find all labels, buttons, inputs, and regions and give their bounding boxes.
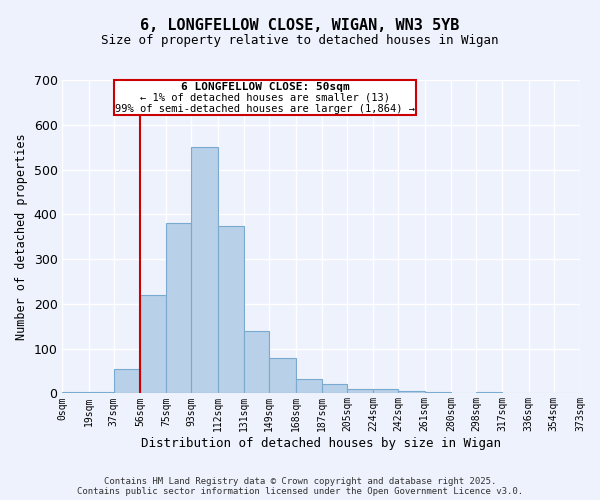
Text: 6 LONGFELLOW CLOSE: 50sqm: 6 LONGFELLOW CLOSE: 50sqm (181, 82, 349, 92)
Text: Size of property relative to detached houses in Wigan: Size of property relative to detached ho… (101, 34, 499, 47)
Bar (296, 379, 322, 394)
Text: ← 1% of detached houses are smaller (13): ← 1% of detached houses are smaller (13) (140, 92, 390, 102)
Bar (244, 330, 269, 394)
Bar (476, 392, 502, 394)
Bar (269, 358, 296, 394)
Bar (373, 389, 398, 394)
Text: 99% of semi-detached houses are larger (1,864) →: 99% of semi-detached houses are larger (… (115, 104, 415, 114)
Bar (218, 226, 244, 394)
Bar (140, 295, 166, 394)
Bar (398, 391, 425, 394)
Bar (322, 384, 347, 394)
Bar (166, 224, 191, 394)
Text: Contains public sector information licensed under the Open Government Licence v3: Contains public sector information licen… (77, 488, 523, 496)
Bar (89, 392, 114, 394)
Bar (191, 147, 218, 394)
Y-axis label: Number of detached properties: Number of detached properties (15, 134, 28, 340)
Bar (114, 80, 416, 115)
Text: Contains HM Land Registry data © Crown copyright and database right 2025.: Contains HM Land Registry data © Crown c… (104, 476, 496, 486)
Bar (62, 392, 89, 394)
Bar (114, 369, 140, 394)
Bar (347, 389, 373, 394)
X-axis label: Distribution of detached houses by size in Wigan: Distribution of detached houses by size … (141, 437, 501, 450)
Bar (425, 392, 451, 394)
Text: 6, LONGFELLOW CLOSE, WIGAN, WN3 5YB: 6, LONGFELLOW CLOSE, WIGAN, WN3 5YB (140, 18, 460, 32)
